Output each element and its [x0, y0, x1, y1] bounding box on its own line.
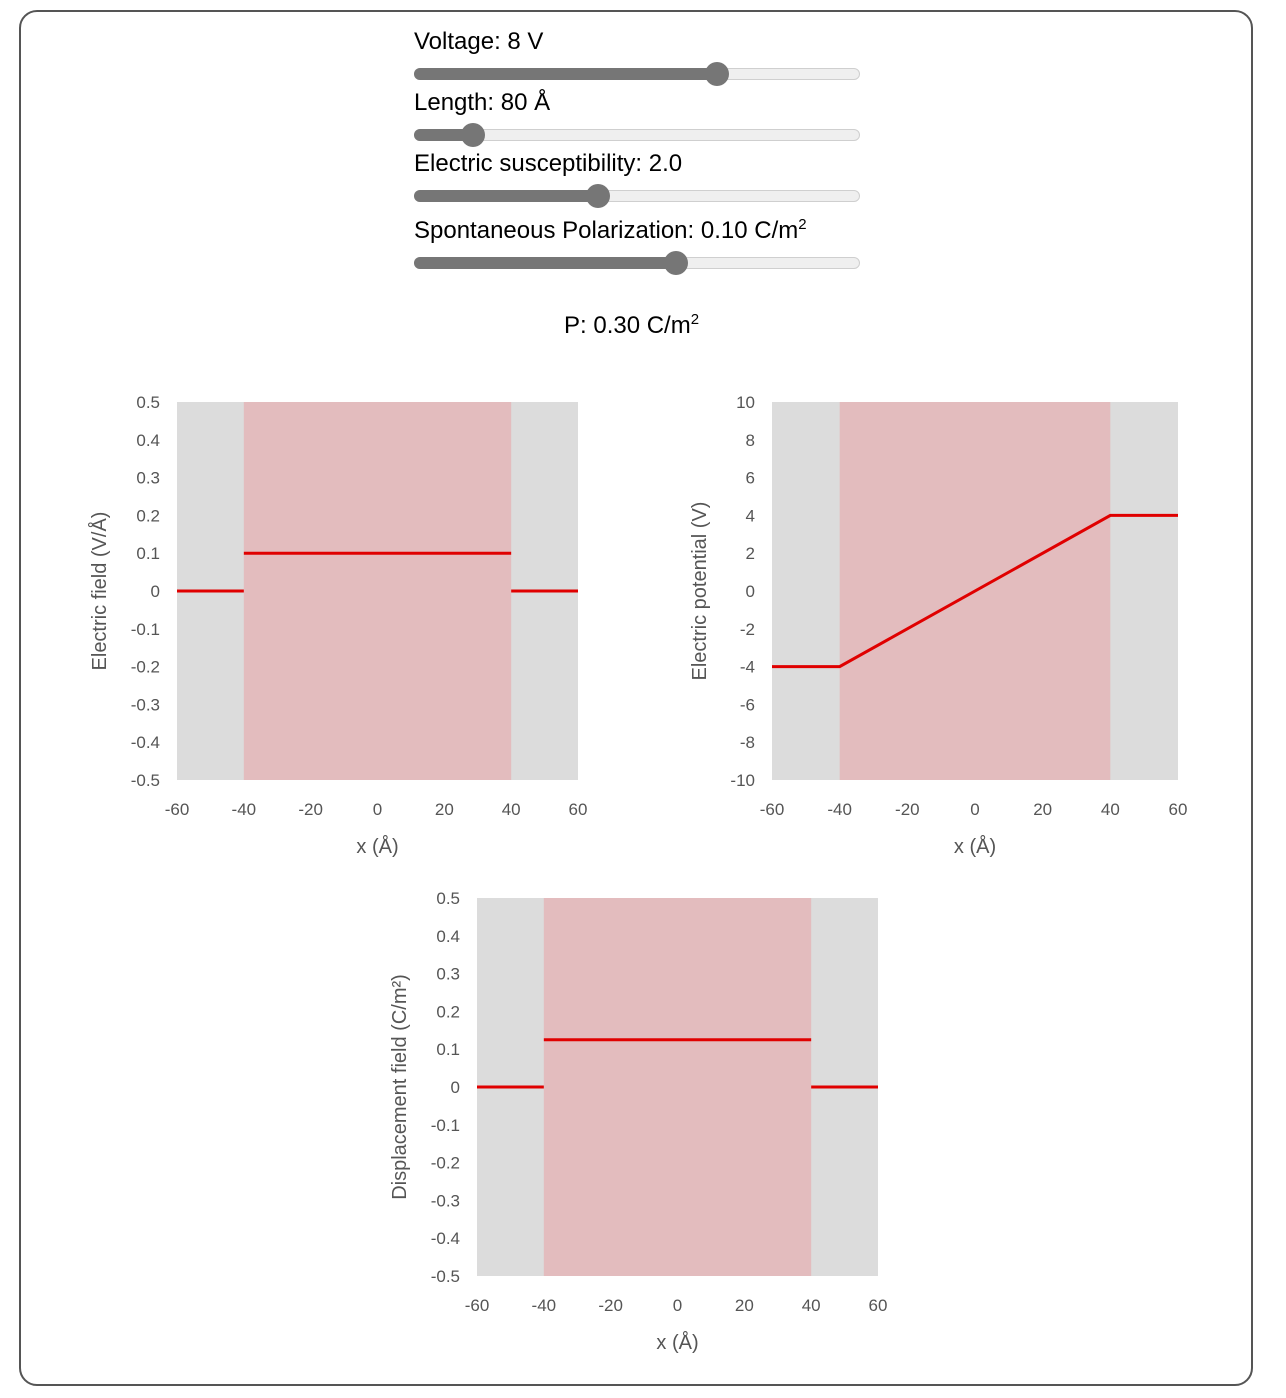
x-tick-label: -40: [232, 800, 257, 819]
slider-fill: [414, 129, 473, 141]
x-tick-label: 60: [869, 1296, 888, 1315]
y-tick-label: -0.5: [431, 1267, 460, 1286]
y-tick-label: 0: [151, 582, 160, 601]
slider-fill: [414, 257, 677, 269]
voltage-label: Voltage: 8 V: [414, 28, 544, 55]
electric-field-chart: 0.5 0.4 0.3 0.2 0.1 0 -0.1 -0.2 -0.3 -0.4 -0.5 -60 -…: [88, 393, 588, 858]
data-line: [772, 513, 1178, 669]
y-tick-label: -0.2: [431, 1154, 460, 1173]
slider-thumb[interactable]: [664, 251, 689, 275]
length-label: Length: 80 Å: [414, 89, 551, 116]
y-tick-label: 0.4: [436, 927, 460, 946]
x-tick-label: 20: [735, 1296, 754, 1315]
x-tick-label: -40: [532, 1296, 557, 1315]
x-tick-label: -60: [165, 800, 190, 819]
x-tick-label: -20: [298, 800, 323, 819]
length-slider[interactable]: [414, 123, 860, 147]
slider-thumb[interactable]: [586, 184, 611, 208]
x-tick-label: 20: [435, 800, 454, 819]
x-tick-label: -60: [465, 1296, 490, 1315]
slider-fill: [414, 190, 599, 202]
y-tick-label: 0.4: [136, 431, 160, 450]
total-polarization-readout: P: 0.30 C/m2: [564, 312, 699, 340]
y-tick-label: -10: [730, 771, 755, 790]
material-region: [543, 898, 812, 1276]
x-tick-label: -40: [827, 800, 852, 819]
y-tick-label: -0.3: [431, 1191, 460, 1210]
y-tick-label: -0.2: [131, 658, 160, 677]
y-tick-label: -2: [740, 620, 755, 639]
y-tick-label: -0.1: [131, 620, 160, 639]
y-tick-label: 4: [746, 506, 755, 525]
readout-text: P: 0.30 C/m: [564, 312, 691, 339]
x-tick-label: 60: [569, 800, 588, 819]
y-tick-label: -6: [740, 695, 755, 714]
y-tick-label: 10: [736, 393, 755, 412]
y-tick-label: 0.2: [436, 1002, 460, 1021]
material-region: [243, 402, 512, 780]
y-tick-label: -8: [740, 733, 755, 752]
x-tick-label: 40: [502, 800, 521, 819]
y-tick-label: 0.5: [136, 393, 160, 412]
y-axis-label: Displacement field (C/m²): [389, 974, 411, 1200]
susceptibility-label: Electric susceptibility: 2.0: [414, 150, 683, 177]
y-tick-label: -0.3: [131, 695, 160, 714]
y-tick-label: 0.3: [136, 469, 160, 488]
x-tick-label: 60: [1169, 800, 1188, 819]
x-tick-label: -60: [760, 800, 785, 819]
y-axis-label: Electric field (V/Å): [88, 512, 111, 671]
y-axis-label: Electric potential (V): [689, 502, 711, 681]
y-tick-label: 0.1: [136, 544, 160, 563]
x-tick-label: 0: [673, 1296, 682, 1315]
y-tick-label: 0: [451, 1078, 460, 1097]
y-tick-label: -0.1: [431, 1116, 460, 1135]
slider-thumb[interactable]: [460, 123, 485, 147]
polarization-label-text: Spontaneous Polarization: 0.10 C/m: [414, 217, 799, 244]
y-tick-label: -0.4: [431, 1229, 460, 1248]
polarization-label-sup: 2: [798, 216, 807, 233]
y-tick-label: 0.1: [436, 1040, 460, 1059]
readout-sup: 2: [690, 311, 700, 328]
y-tick-label: -4: [740, 658, 755, 677]
slider-fill: [414, 68, 718, 80]
x-tick-label: -20: [895, 800, 920, 819]
x-tick-label: -20: [598, 1296, 623, 1315]
x-tick-label: 40: [1101, 800, 1120, 819]
displacement-field-chart: 0.5 0.4 0.3 0.2 0.1 0 -0.1 -0.2 -0.3 -0.4 -0.5 -60 -…: [389, 889, 888, 1354]
x-tick-label: 0: [373, 800, 382, 819]
x-tick-label: 40: [802, 1296, 821, 1315]
x-axis-label: x (Å): [656, 1331, 698, 1354]
x-tick-label: 20: [1033, 800, 1052, 819]
y-tick-label: 0: [746, 582, 755, 601]
y-tick-label: -0.4: [131, 733, 160, 752]
susceptibility-slider[interactable]: [414, 184, 860, 208]
x-tick-label: 0: [970, 800, 979, 819]
y-tick-label: 8: [746, 431, 755, 450]
polarization-slider[interactable]: [414, 251, 860, 275]
y-tick-label: -0.5: [131, 771, 160, 790]
y-tick-label: 2: [746, 544, 755, 563]
y-tick-label: 0.2: [136, 506, 160, 525]
x-axis-label: x (Å): [954, 835, 996, 858]
y-tick-label: 0.5: [436, 889, 460, 908]
polarization-label: Spontaneous Polarization: 0.10 C/m2: [414, 217, 807, 245]
y-tick-label: 0.3: [436, 965, 460, 984]
voltage-slider[interactable]: [414, 62, 860, 86]
y-tick-label: 6: [746, 469, 755, 488]
slider-thumb[interactable]: [705, 62, 730, 86]
x-axis-label: x (Å): [356, 835, 398, 858]
